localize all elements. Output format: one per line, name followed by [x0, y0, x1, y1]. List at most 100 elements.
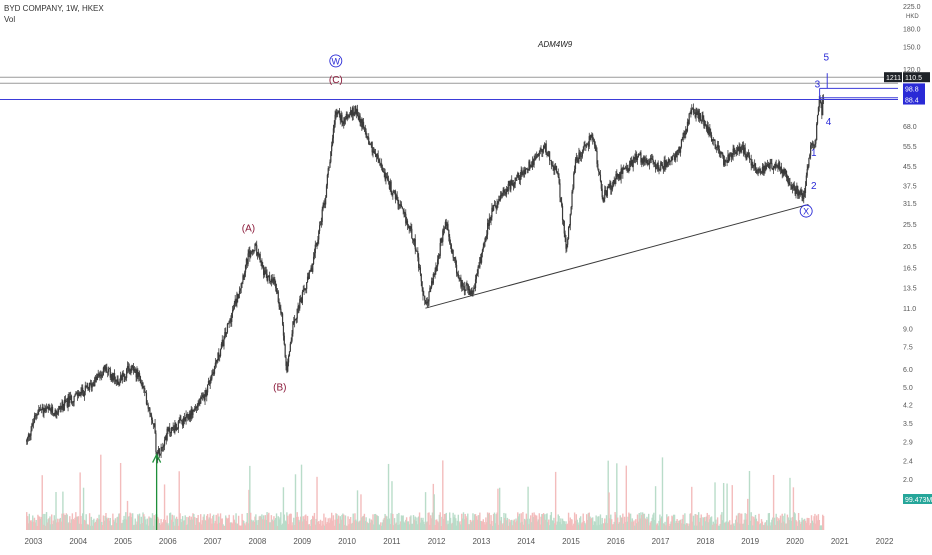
candle-body: [650, 158, 652, 159]
volume-bar: [557, 514, 559, 530]
candle-body: [723, 159, 726, 166]
y-tick-label: 225.0: [903, 4, 921, 11]
candle-body: [49, 406, 51, 410]
volume-bar: [564, 523, 566, 530]
volume-bar: [364, 520, 366, 530]
candle-body: [666, 160, 668, 166]
volume-bar: [209, 513, 211, 530]
candle-body: [398, 204, 400, 206]
candle-body: [805, 175, 807, 186]
candle-body: [365, 131, 367, 138]
candle-body: [629, 161, 631, 170]
volume-bar: [618, 522, 621, 530]
candle-body: [190, 409, 192, 419]
volume-bar: [396, 513, 398, 530]
candle-body: [822, 98, 825, 100]
volume-bar: [380, 525, 383, 530]
volume-bar: [555, 524, 558, 530]
candle-body: [258, 254, 260, 256]
candle-body: [406, 220, 408, 224]
candle-body: [120, 375, 122, 383]
candle-body: [397, 200, 399, 205]
candle-body: [210, 378, 212, 382]
volume-bar: [610, 519, 613, 530]
candle-body: [797, 186, 799, 196]
volume-bar: [371, 520, 373, 530]
candle-body: [744, 147, 746, 158]
candle-body: [39, 409, 42, 410]
candle-body: [711, 139, 714, 142]
volume-bar: [368, 518, 371, 530]
volume-bar: [82, 487, 85, 530]
volume-bar: [194, 516, 196, 530]
volume-bar: [766, 525, 769, 530]
volume-bar: [629, 513, 631, 530]
candle-body: [297, 306, 299, 309]
candle-body: [391, 190, 393, 195]
volume-bar: [440, 525, 442, 530]
candle-body: [352, 107, 354, 116]
candle-body: [52, 413, 55, 414]
volume-bar: [98, 514, 100, 530]
volume-bar: [372, 514, 374, 530]
volume-bar: [559, 522, 561, 530]
volume-bar: [614, 512, 616, 530]
volume-bar: [74, 517, 76, 530]
candle-body: [204, 390, 206, 401]
volume-bar: [229, 522, 231, 530]
volume-bar: [224, 525, 226, 530]
candle-body: [321, 209, 323, 222]
volume-bar: [805, 522, 808, 530]
candle-body: [175, 423, 177, 430]
volume-bar: [615, 514, 617, 530]
y-tick-label: 55.5: [903, 144, 917, 151]
candle-body: [575, 157, 577, 160]
volume-bar: [239, 525, 242, 530]
volume-bar: [788, 519, 790, 530]
candle-body: [206, 392, 208, 397]
candle-body: [348, 116, 350, 117]
volume-bar: [563, 521, 565, 530]
candle-body: [442, 230, 444, 242]
volume-bar: [822, 514, 824, 530]
candle-body: [715, 145, 717, 148]
volume-bar: [322, 524, 324, 530]
volume-bar: [388, 518, 391, 530]
volume-bar: [70, 519, 73, 530]
candle-body: [133, 369, 136, 371]
candle-body: [724, 159, 726, 162]
volume-bar: [175, 516, 178, 530]
volume-bar: [706, 512, 708, 530]
candle-body: [56, 413, 58, 415]
volume-bar: [683, 523, 685, 530]
candle-body: [26, 437, 29, 441]
candle-body: [301, 291, 303, 303]
volume-bar: [685, 524, 687, 530]
x-tick-label: 2011: [383, 537, 401, 546]
wave-label-1: 1: [811, 148, 817, 159]
candle-body: [207, 381, 210, 385]
volume-bar: [463, 519, 466, 530]
volume-bar: [524, 520, 527, 530]
candle-body: [630, 161, 632, 165]
volume-bar: [142, 512, 144, 530]
candle-body: [144, 388, 146, 392]
volume-bar: [262, 519, 264, 530]
volume-bar: [117, 516, 119, 530]
candle-body: [536, 155, 538, 157]
candle-body: [355, 106, 357, 115]
volume-bar: [650, 521, 652, 530]
candle-body: [736, 147, 739, 152]
x-axis[interactable]: 2003 2004 2005 2006 2007 2008 2009 2010 2011 2012…: [25, 537, 894, 546]
candle-body: [99, 375, 101, 376]
volume-bar: [529, 515, 532, 530]
volume-bar: [368, 523, 370, 530]
volume-bar: [607, 460, 609, 530]
volume-bar: [480, 521, 483, 530]
volume-bar: [213, 523, 216, 530]
volume-bar: [38, 516, 41, 530]
candle-body: [169, 427, 171, 433]
candle-body: [560, 197, 562, 202]
